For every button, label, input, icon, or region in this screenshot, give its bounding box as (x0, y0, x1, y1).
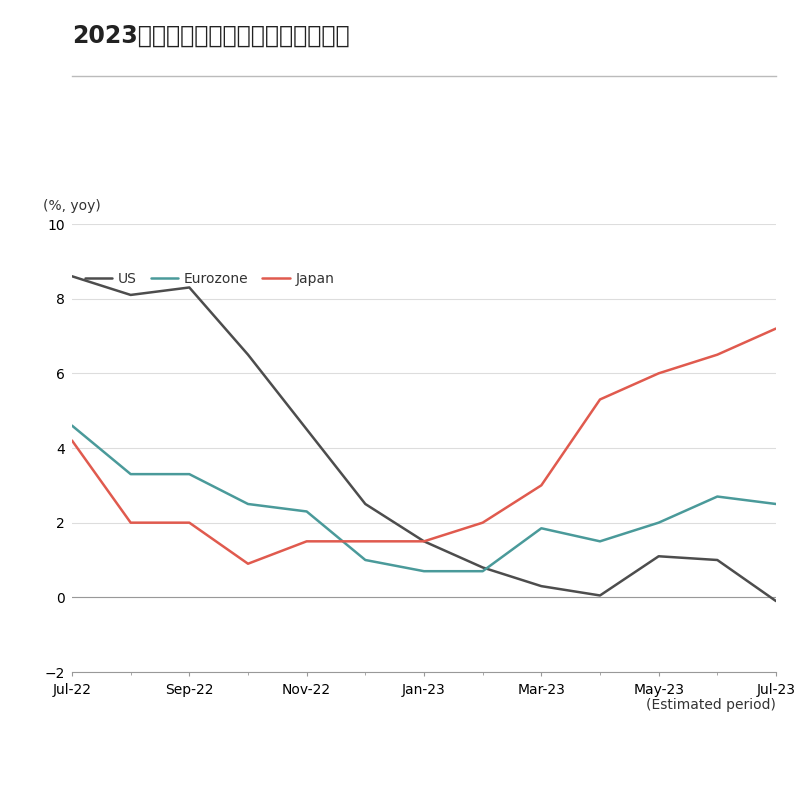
US (771, 596, 781, 606)
Japan (419, 537, 429, 546)
US (302, 425, 311, 434)
Legend: US, Eurozone, Japan: US, Eurozone, Japan (79, 266, 340, 292)
Japan (185, 518, 194, 527)
Eurozone (126, 470, 135, 479)
US (478, 562, 487, 572)
US (595, 590, 605, 600)
US (713, 555, 722, 565)
Japan (771, 324, 781, 334)
US (67, 271, 77, 281)
Line: Eurozone: Eurozone (72, 426, 776, 571)
Eurozone (595, 537, 605, 546)
US (185, 282, 194, 292)
US (243, 350, 253, 359)
Eurozone (654, 518, 663, 527)
Japan (537, 481, 546, 490)
Text: (%, yoy): (%, yoy) (42, 198, 101, 213)
Eurozone (67, 421, 77, 430)
Japan (126, 518, 135, 527)
Japan (302, 537, 311, 546)
Japan (595, 394, 605, 404)
Japan (361, 537, 370, 546)
Eurozone (243, 499, 253, 509)
Eurozone (419, 566, 429, 576)
Japan (478, 518, 487, 527)
US (654, 551, 663, 561)
Japan (243, 559, 253, 569)
Eurozone (537, 523, 546, 533)
Eurozone (302, 506, 311, 516)
Eurozone (713, 492, 722, 502)
Japan (713, 350, 722, 359)
US (361, 499, 370, 509)
Eurozone (361, 555, 370, 565)
Japan (67, 436, 77, 446)
Text: (Estimated period): (Estimated period) (646, 698, 776, 712)
Japan (654, 369, 663, 378)
Text: 2023財年企業盈餘成長預估值獲得上修: 2023財年企業盈餘成長預估值獲得上修 (72, 24, 350, 48)
Eurozone (185, 470, 194, 479)
US (419, 537, 429, 546)
Line: US: US (72, 276, 776, 601)
US (537, 582, 546, 591)
Eurozone (771, 499, 781, 509)
Eurozone (478, 566, 487, 576)
Line: Japan: Japan (72, 329, 776, 564)
US (126, 290, 135, 300)
